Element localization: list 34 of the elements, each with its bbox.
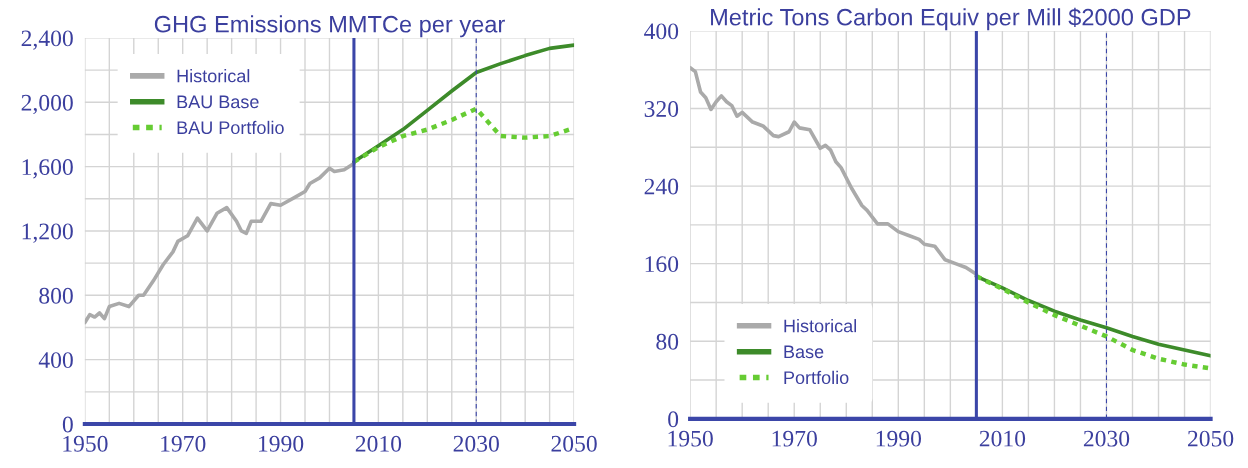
x-tick-label: 2050 xyxy=(1187,430,1234,447)
y-tick-label: 160 xyxy=(645,256,679,273)
x-tick-label: 1950 xyxy=(63,435,108,452)
line-series xyxy=(84,161,356,325)
y-tick-label: 320 xyxy=(644,100,679,117)
y-tick-label: 400 xyxy=(644,23,679,40)
y-tick-label: 2,000 xyxy=(21,94,73,115)
x-tick-label: 1950 xyxy=(668,430,713,447)
x-tick-label: 1990 xyxy=(259,435,304,452)
x-tick-label: 2050 xyxy=(551,435,597,452)
y-tick-label: 400 xyxy=(38,352,73,369)
x-tick-label: 1970 xyxy=(772,430,817,447)
legend-label: Base xyxy=(784,345,824,359)
legend-label: Historical xyxy=(784,319,856,333)
y-tick-label: 80 xyxy=(656,333,679,350)
y-tick-label: 0 xyxy=(62,416,73,433)
legend-label: Historical xyxy=(177,69,250,83)
y-tick-label: 1,600 xyxy=(22,159,73,179)
x-tick-label: 2030 xyxy=(453,435,499,452)
y-tick-label: 240 xyxy=(644,178,679,195)
y-tick-label: 2,400 xyxy=(21,30,73,50)
x-tick-label: 2010 xyxy=(979,430,1026,447)
x-tick-label: 1990 xyxy=(876,430,922,447)
chart-title: GHG Emissions MMTCe per year xyxy=(154,15,505,38)
x-tick-label: 1970 xyxy=(161,435,206,452)
legend-label: BAU Base xyxy=(177,95,259,109)
chart-title: Metric Tons Carbon Equiv per Mill $2000 GDP xyxy=(711,7,1191,31)
x-tick-label: 2030 xyxy=(1083,430,1130,447)
x-tick-label: 2010 xyxy=(355,435,402,452)
y-tick-label: 0 xyxy=(668,411,679,428)
legend-label: BAU Portfolio xyxy=(177,120,284,135)
legend-label: Portfolio xyxy=(784,370,849,385)
y-tick-label: 800 xyxy=(39,287,73,304)
y-tick-label: 1,200 xyxy=(22,223,73,243)
